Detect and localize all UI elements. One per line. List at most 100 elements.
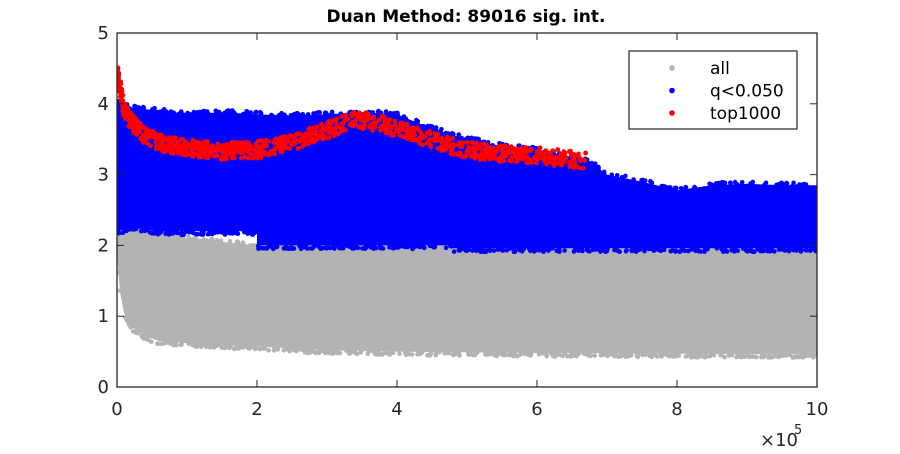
data-point-all: [227, 239, 233, 244]
data-point-all: [310, 348, 316, 354]
data-point-q<0.050: [793, 186, 798, 191]
legend-label-all: all: [710, 59, 730, 79]
data-point-top1000: [345, 116, 350, 122]
data-point-q<0.050: [491, 248, 497, 253]
data-point-top1000: [282, 142, 288, 148]
data-point-all: [359, 348, 364, 354]
data-point-q<0.050: [456, 132, 462, 137]
data-point-top1000: [432, 138, 438, 144]
data-point-q<0.050: [179, 232, 184, 237]
data-point-all: [811, 355, 816, 360]
data-point-q<0.050: [495, 247, 501, 252]
data-point-q<0.050: [786, 246, 792, 252]
data-point-top1000: [400, 134, 406, 140]
data-point-q<0.050: [508, 246, 513, 251]
data-point-top1000: [350, 123, 356, 129]
data-point-q<0.050: [640, 177, 645, 183]
data-point-q<0.050: [763, 180, 769, 186]
data-point-all: [799, 352, 805, 358]
data-point-top1000: [509, 155, 515, 161]
data-point-q<0.050: [673, 249, 678, 254]
data-point-q<0.050: [599, 173, 605, 179]
data-point-all: [473, 351, 478, 357]
data-point-q<0.050: [741, 246, 746, 251]
data-point-top1000: [254, 144, 260, 150]
data-point-q<0.050: [798, 187, 804, 192]
data-point-all: [652, 352, 658, 358]
data-point-top1000: [123, 116, 128, 121]
data-point-q<0.050: [372, 245, 378, 250]
data-point-all: [352, 350, 358, 356]
data-point-all: [605, 353, 610, 359]
data-point-top1000: [536, 148, 542, 154]
data-point-top1000: [204, 148, 210, 153]
data-point-top1000: [466, 144, 472, 150]
data-point-all: [373, 351, 378, 356]
data-point-all: [330, 348, 336, 354]
data-point-top1000: [367, 124, 372, 130]
data-point-top1000: [295, 138, 301, 144]
data-point-q<0.050: [245, 110, 250, 116]
data-point-q<0.050: [648, 186, 653, 191]
data-point-all: [214, 240, 220, 245]
data-point-q<0.050: [226, 108, 231, 113]
data-point-top1000: [484, 142, 489, 148]
data-point-all: [466, 351, 471, 356]
data-point-top1000: [285, 138, 291, 144]
data-point-q<0.050: [277, 112, 283, 118]
data-point-top1000: [392, 118, 398, 124]
data-point-top1000: [548, 159, 554, 165]
data-point-top1000: [134, 130, 140, 136]
data-point-top1000: [331, 133, 337, 138]
data-point-q<0.050: [260, 245, 266, 251]
data-point-q<0.050: [297, 117, 303, 122]
data-point-q<0.050: [390, 245, 396, 251]
data-point-all: [544, 353, 550, 359]
data-point-top1000: [550, 155, 556, 161]
data-point-top1000: [135, 121, 141, 127]
data-point-all: [237, 243, 242, 249]
data-point-all: [144, 334, 149, 340]
data-point-all: [424, 248, 430, 254]
data-point-all: [574, 352, 580, 357]
data-point-top1000: [382, 115, 387, 121]
data-point-q<0.050: [661, 247, 667, 253]
x-exponent-power: 5: [794, 423, 802, 438]
data-point-q<0.050: [331, 113, 337, 119]
data-point-all: [233, 344, 239, 349]
data-point-top1000: [378, 125, 383, 131]
data-point-q<0.050: [310, 118, 316, 123]
data-point-all: [415, 352, 420, 357]
data-point-top1000: [335, 124, 341, 129]
data-point-top1000: [165, 137, 171, 142]
data-point-q<0.050: [401, 114, 407, 119]
data-point-q<0.050: [140, 110, 145, 115]
data-point-q<0.050: [576, 247, 582, 253]
data-point-top1000: [262, 141, 267, 147]
data-point-q<0.050: [539, 248, 545, 253]
data-point-all: [209, 238, 215, 244]
data-point-q<0.050: [152, 231, 157, 236]
data-point-top1000: [152, 134, 158, 140]
data-point-all: [262, 346, 268, 351]
data-point-top1000: [482, 157, 487, 162]
data-point-all: [187, 237, 192, 243]
data-point-q<0.050: [672, 186, 678, 192]
data-point-q<0.050: [602, 248, 608, 254]
data-point-top1000: [354, 113, 360, 119]
data-point-top1000: [333, 118, 339, 124]
data-point-all: [162, 235, 167, 240]
data-point-all: [511, 353, 517, 359]
data-point-all: [444, 350, 450, 356]
data-point-top1000: [242, 140, 248, 145]
data-point-top1000: [303, 134, 309, 139]
data-point-all: [628, 352, 634, 358]
data-point-top1000: [311, 139, 316, 145]
data-point-top1000: [190, 153, 196, 159]
data-point-top1000: [503, 153, 509, 159]
data-point-q<0.050: [443, 245, 449, 251]
data-point-q<0.050: [750, 248, 755, 254]
data-point-q<0.050: [550, 246, 555, 251]
data-point-top1000: [246, 140, 251, 146]
data-point-q<0.050: [432, 244, 438, 250]
